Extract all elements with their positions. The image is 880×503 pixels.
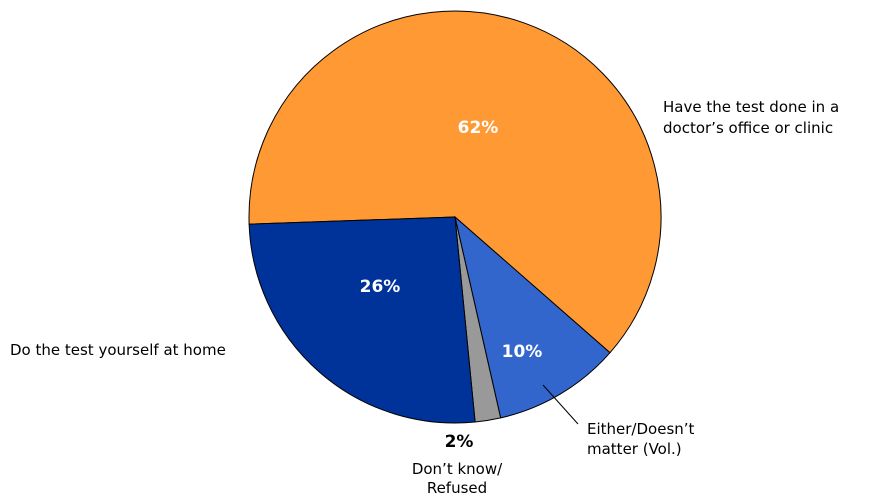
slice-doctors-office	[248, 10, 662, 354]
value-label-doctors-office: 62%	[458, 118, 499, 138]
value-label-either-doesnt-matter: 10%	[502, 342, 543, 362]
leader-line-either-doesnt-matter	[542, 384, 579, 425]
category-label-at-home: Do the test yourself at home	[10, 341, 226, 359]
value-label-at-home: 26%	[360, 277, 401, 297]
value-label-dont-know: 2%	[445, 432, 474, 452]
category-label-dont-know: Don’t know/Refused	[412, 460, 503, 497]
category-label-either-doesnt-matter: Either/Doesn’t matter (Vol.)	[587, 420, 695, 458]
slice-at-home	[248, 216, 476, 424]
category-label-doctors-office: Have the test done in a doctor’s office o…	[663, 98, 839, 137]
slice-either-doesnt-matter	[454, 215, 611, 419]
